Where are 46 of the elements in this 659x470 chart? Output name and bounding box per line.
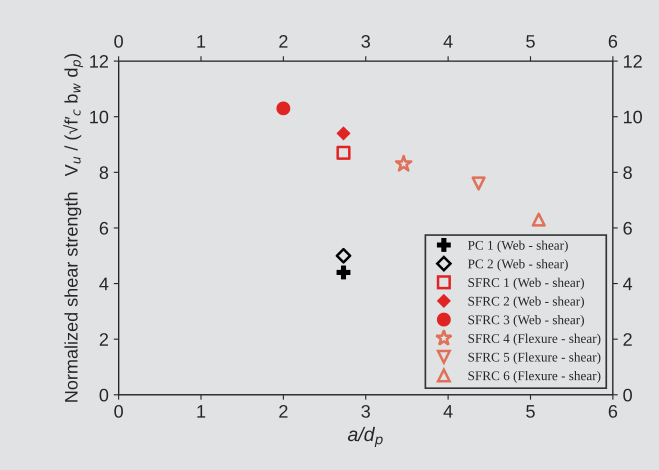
x2-tick-label: 6	[608, 35, 618, 48]
x-tick-label: 3	[361, 405, 370, 418]
point	[336, 126, 350, 140]
y2-tick-label: 0	[623, 388, 632, 402]
x-tick-label: 1	[197, 405, 206, 418]
legend-label: SFRC 3 (Web - shear)	[468, 315, 584, 327]
point	[394, 154, 412, 172]
x-tick-label: 6	[608, 405, 618, 418]
point	[532, 212, 546, 227]
x-tick-label: 0	[114, 405, 123, 418]
y2-tick-label: 2	[624, 333, 632, 346]
y2-tick-label: 10	[624, 110, 642, 124]
x2-tick-label: 4	[444, 35, 453, 48]
y-tick-label: 12	[90, 55, 108, 68]
legend-label: PC 2 (Web - shear)	[468, 259, 568, 272]
legend-label: SFRC 5 (Flexure - shear)	[468, 352, 600, 364]
y-tick-label: 6	[100, 222, 108, 235]
y-tick-label: 0	[100, 388, 108, 402]
legend-label: SFRC 4 (Flexure - shear)	[468, 334, 600, 346]
x-tick-label: 4	[444, 405, 453, 418]
x-axis-title: a/d$_{p}$	[348, 426, 383, 448]
x2-tick-label: 0	[114, 35, 123, 48]
y-tick-label: 10	[90, 110, 108, 124]
x-tick-label: 5	[526, 405, 535, 418]
x2-tick-label: 3	[361, 35, 370, 48]
point	[276, 101, 290, 116]
point	[336, 266, 350, 280]
point	[336, 248, 352, 264]
legend-label: SFRC 6 (Flexure - shear)	[468, 370, 600, 383]
y-tick-label: 2	[100, 333, 108, 346]
legend-label: PC 1 (Web - shear)	[468, 240, 568, 252]
x2-tick-label: 1	[197, 35, 206, 48]
x2-tick-label: 2	[279, 35, 288, 48]
x2-tick-label: 5	[526, 35, 535, 48]
y2-tick-label: 12	[624, 55, 642, 68]
legend-label: SFRC 1 (Web - shear)	[468, 278, 584, 290]
y-tick-label: 4	[99, 278, 108, 290]
y2-tick-label: 8	[623, 166, 632, 180]
y-tick-label: 8	[100, 166, 108, 180]
y2-tick-label: 6	[624, 222, 632, 235]
point	[472, 176, 486, 191]
legend-label: SFRC 2 (Web - shear)	[468, 296, 584, 308]
y2-tick-label: 4	[623, 278, 632, 290]
text: Normalized shear strength V$_{u}$ / (√f′$_{c}$ b$_{w}$ d$_{p}$)	[63, 54, 84, 402]
x-tick-label: 2	[279, 405, 288, 418]
point	[336, 146, 351, 160]
